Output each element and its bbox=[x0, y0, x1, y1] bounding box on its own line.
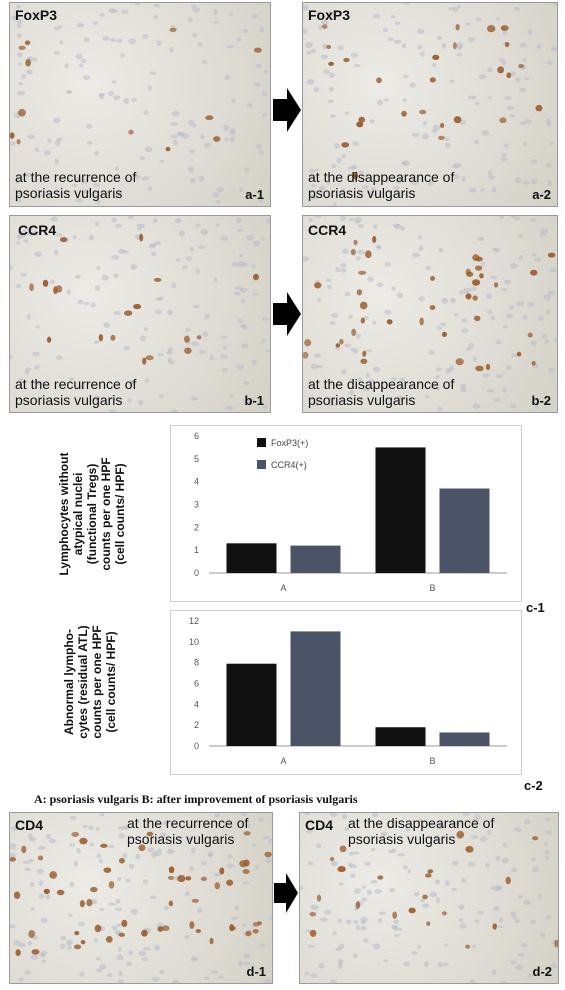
tissue-texture bbox=[303, 216, 557, 412]
chart-c2-ylabel: Abnormal lympho- cytes (residual ATL) co… bbox=[62, 625, 118, 739]
tissue-texture bbox=[10, 216, 270, 412]
x-tick-label: A bbox=[280, 756, 286, 766]
micrograph-b1: CCR4 at the recurrence of psoriasis vulga… bbox=[9, 215, 271, 413]
panel-tag: a-1 bbox=[245, 187, 264, 202]
tissue-texture bbox=[303, 3, 557, 206]
chart-c2-plot: 0 2 4 6 8 10 12 A B bbox=[189, 616, 507, 766]
arrow-icon bbox=[274, 873, 298, 913]
panel-caption: at the recurrence of psoriasis vulgaris bbox=[127, 815, 249, 847]
y-tick-label: 6 bbox=[194, 431, 199, 441]
bar-B-series-1 bbox=[439, 732, 490, 746]
bar-A-series-0 bbox=[226, 663, 277, 746]
y-tick-label: 2 bbox=[194, 720, 199, 730]
y-tick-label: 0 bbox=[194, 568, 199, 578]
chart-c2-tag: c-2 bbox=[524, 778, 543, 793]
bar-B-series-0 bbox=[375, 447, 426, 573]
y-tick-label: 0 bbox=[194, 741, 199, 751]
chart-c1-ylabel: Lymphocytes without atypical nuclei (fun… bbox=[57, 452, 127, 576]
stain-label: FoxP3 bbox=[308, 7, 351, 23]
y-tick-label: 12 bbox=[189, 616, 199, 626]
panel-caption: at the disappearance of psoriasis vulgari… bbox=[308, 376, 455, 408]
panel-tag: d-2 bbox=[532, 964, 553, 979]
micrograph-d1: CD4 at the recurrence of psoriasis vulgar… bbox=[9, 812, 273, 984]
stain-label: CD4 bbox=[15, 817, 44, 833]
chart-c2: 0 2 4 6 8 10 12 A B bbox=[170, 610, 522, 775]
panel-caption: at the disappearance of psoriasis vulgari… bbox=[308, 169, 455, 201]
x-tick-label: A bbox=[280, 583, 286, 593]
tissue-texture bbox=[300, 813, 558, 983]
y-tick-label: 10 bbox=[189, 637, 199, 647]
y-tick-label: 2 bbox=[194, 522, 199, 532]
panel-caption: at the recurrence of psoriasis vulgaris bbox=[15, 169, 137, 201]
y-tick-label: 8 bbox=[194, 658, 199, 668]
bar-B-series-1 bbox=[439, 488, 490, 573]
x-tick-label: B bbox=[429, 756, 435, 766]
y-tick-label: 5 bbox=[194, 454, 199, 464]
legend-label: CCR4(+) bbox=[271, 460, 307, 470]
bar-A-series-1 bbox=[290, 545, 341, 573]
stain-label: CCR4 bbox=[18, 222, 57, 238]
chart-c1: 0 1 2 3 4 5 6 A B FoxP3(+) CCR4(+) bbox=[170, 425, 522, 602]
arrow-icon bbox=[273, 88, 301, 132]
panel-tag: b-2 bbox=[531, 393, 552, 408]
stain-label: FoxP3 bbox=[15, 7, 58, 23]
y-tick-label: 4 bbox=[194, 477, 199, 487]
panel-tag: b-1 bbox=[244, 393, 265, 408]
bar-B-series-0 bbox=[375, 727, 426, 746]
x-tick-label: B bbox=[429, 583, 435, 593]
micrograph-a2: FoxP3 at the disappearance of psoriasis v… bbox=[302, 2, 558, 207]
panel-tag: a-2 bbox=[532, 187, 551, 202]
y-tick-label: 4 bbox=[194, 699, 199, 709]
micrograph-a1: FoxP3 at the recurrence of psoriasis vulg… bbox=[9, 2, 271, 207]
panel-caption: at the disappearance of psoriasis vulgari… bbox=[348, 815, 495, 847]
micrograph-b2: CCR4 at the disappearance of psoriasis vu… bbox=[302, 215, 558, 413]
stain-label: CD4 bbox=[305, 817, 334, 833]
tissue-texture bbox=[10, 813, 272, 983]
panel-caption: at the recurrence of psoriasis vulgaris bbox=[15, 376, 137, 408]
figure-legend-footer: A: psoriasis vulgaris B: after improveme… bbox=[34, 792, 358, 806]
tissue-texture bbox=[10, 3, 269, 205]
bar-A-series-1 bbox=[290, 631, 341, 746]
panel-tag: d-1 bbox=[246, 964, 267, 979]
bar-A-series-0 bbox=[226, 543, 277, 573]
legend-label: FoxP3(+) bbox=[271, 438, 308, 448]
chart-c1-tag: c-1 bbox=[526, 600, 545, 615]
legend-swatch bbox=[257, 438, 266, 447]
micrograph-d2: CD4 at the disappearance of psoriasis vul… bbox=[299, 812, 559, 984]
arrow-icon bbox=[273, 292, 301, 336]
legend-swatch bbox=[257, 460, 266, 469]
stain-label: CCR4 bbox=[308, 222, 347, 238]
y-tick-label: 3 bbox=[194, 500, 199, 510]
chart-c1-plot: 0 1 2 3 4 5 6 A B FoxP3(+) CCR4(+) bbox=[194, 431, 507, 593]
y-tick-label: 6 bbox=[194, 679, 199, 689]
y-tick-label: 1 bbox=[194, 545, 199, 555]
